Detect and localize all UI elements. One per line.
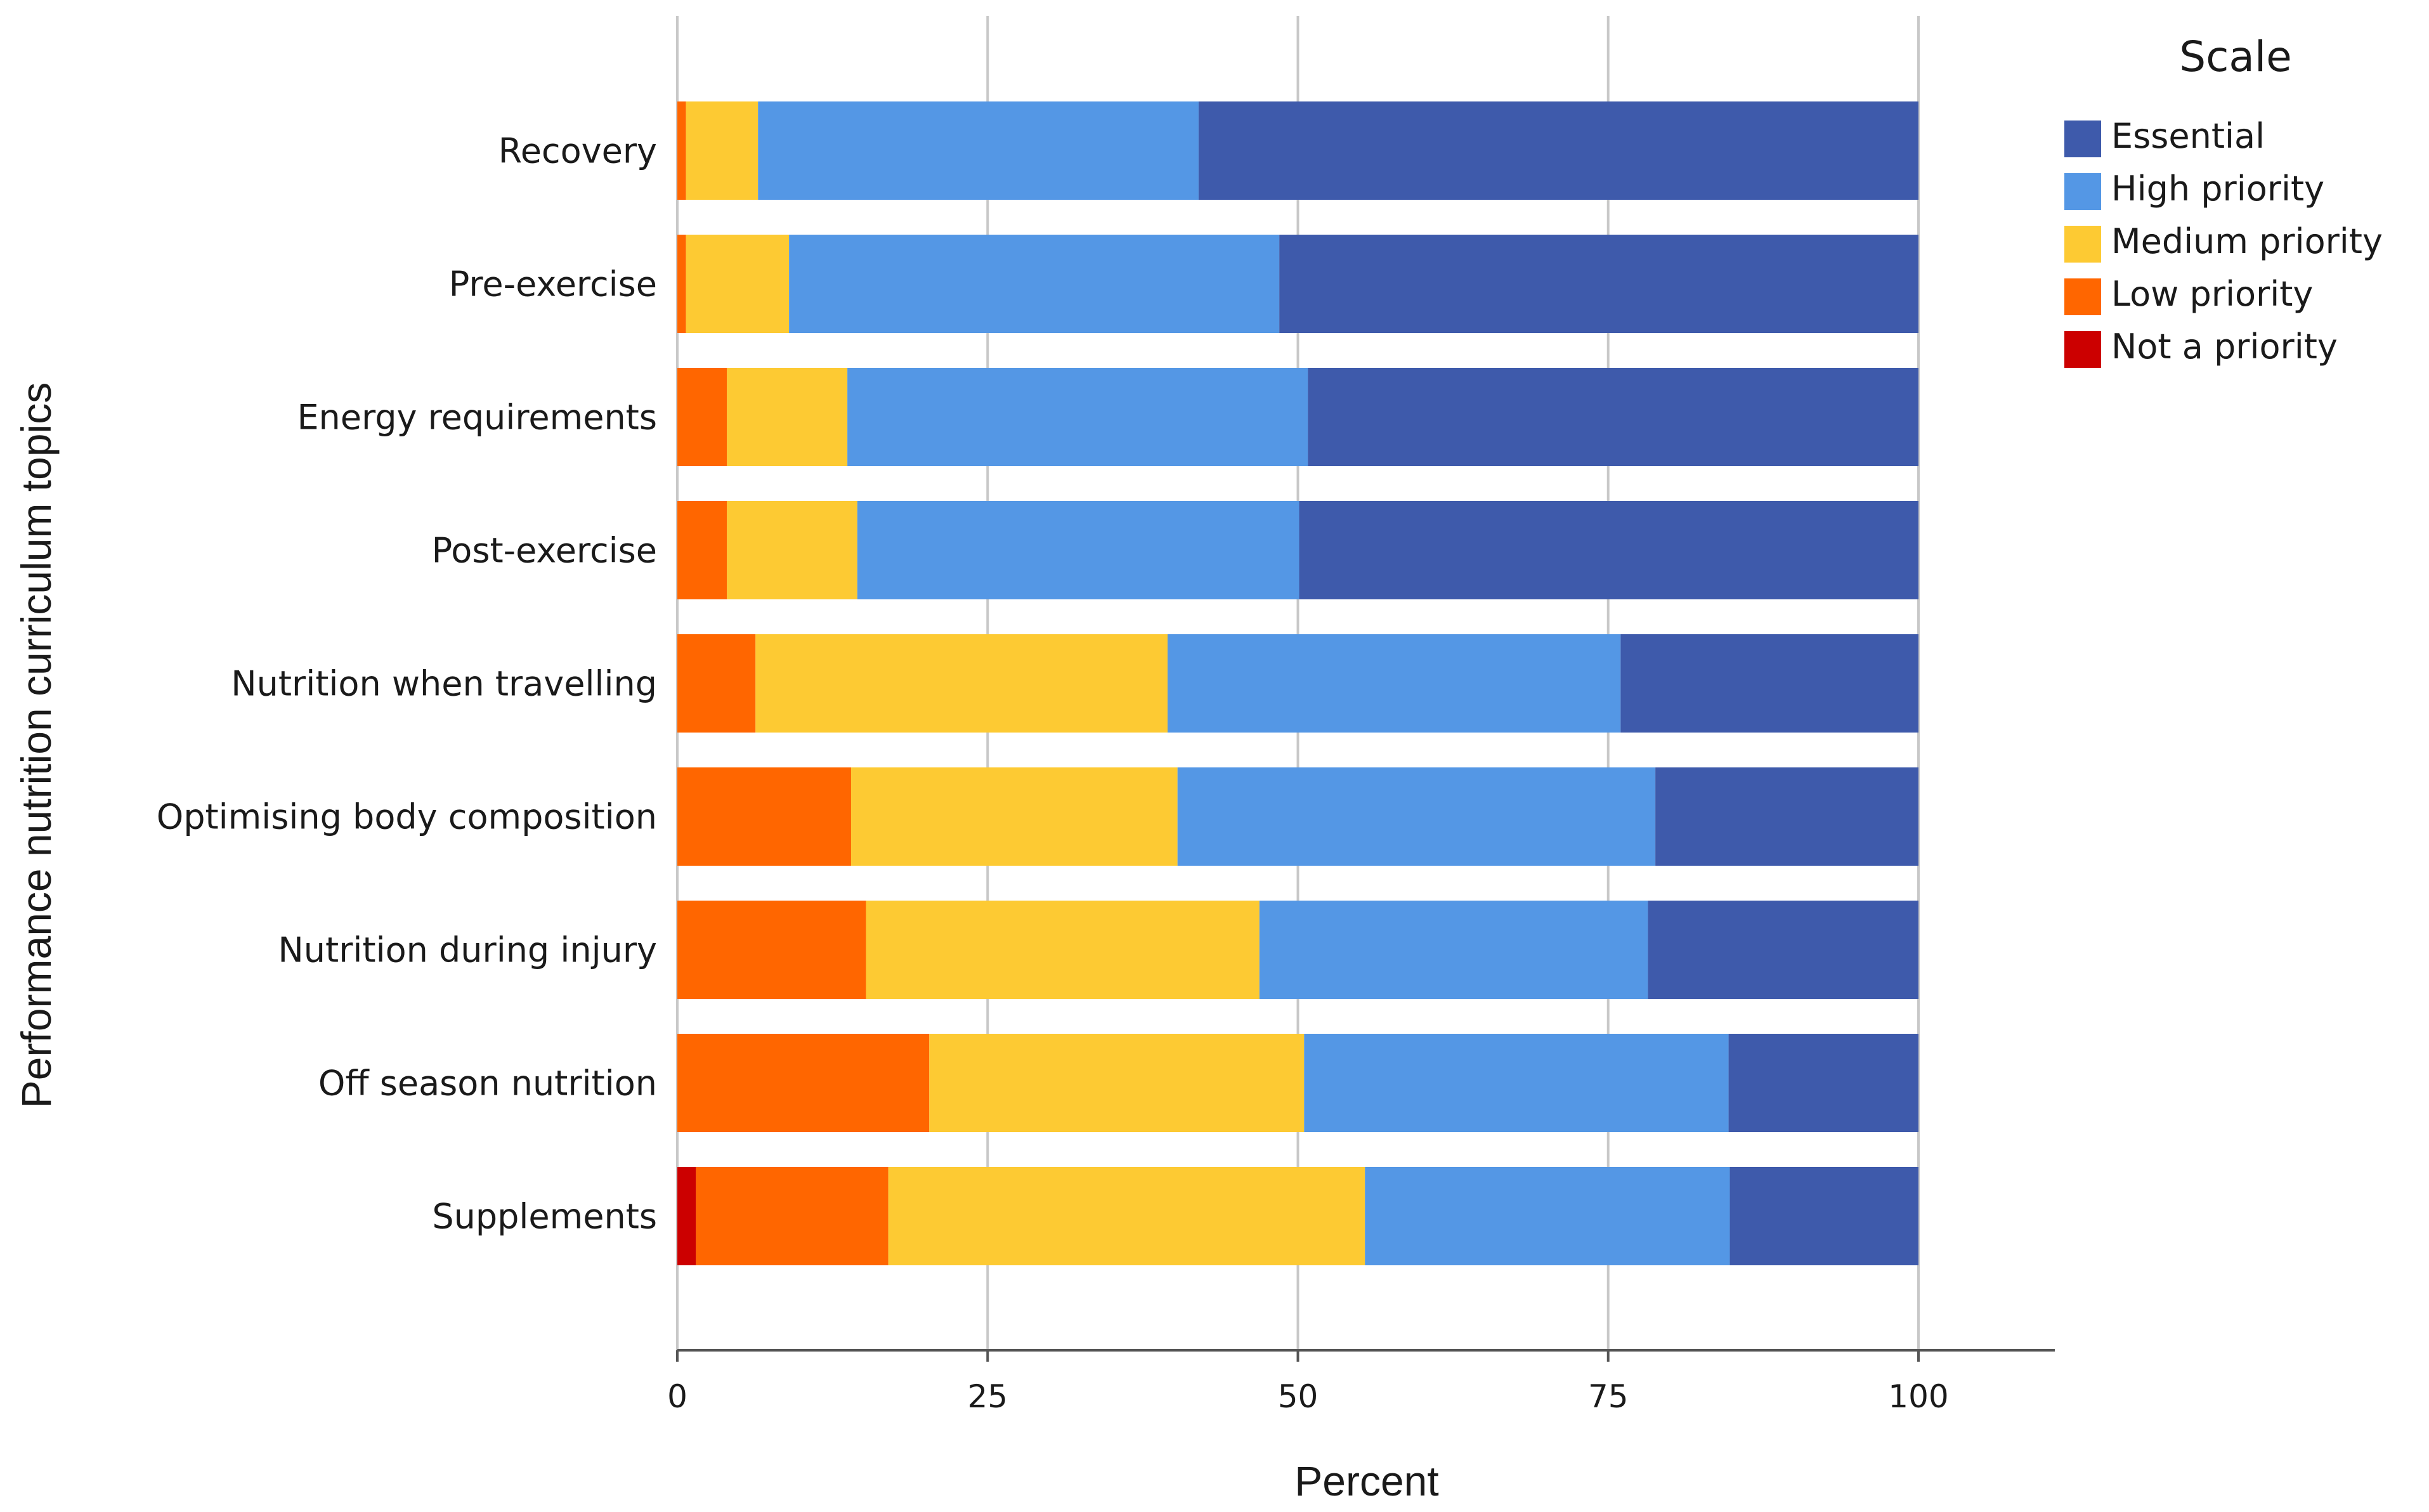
category-label: Off season nutrition (318, 1064, 657, 1104)
legend-label: High priority (2111, 169, 2324, 209)
category-label: Supplements (432, 1197, 657, 1237)
bar-segment (789, 235, 1280, 333)
bar-segment (888, 1167, 1365, 1265)
bar-segment (1304, 1034, 1729, 1132)
bar-segment (929, 1034, 1305, 1132)
legend-swatch (2064, 278, 2101, 315)
x-tick-label: 50 (1278, 1378, 1319, 1415)
bars (677, 101, 1918, 1265)
legend-swatch (2064, 173, 2101, 210)
bar-segment (686, 101, 759, 200)
bar-segment (677, 767, 851, 866)
category-label: Post-exercise (432, 531, 657, 571)
bar-segment (850, 767, 1178, 866)
legend-label: Essential (2111, 116, 2265, 156)
bar-segment (686, 235, 790, 333)
category-label: Nutrition when travelling (231, 664, 657, 704)
bar-segment (1620, 634, 1918, 733)
bar-segment (696, 1167, 889, 1265)
bar-segment (1259, 901, 1648, 999)
bar-segment (677, 901, 866, 999)
bar-segment (1299, 501, 1918, 599)
bar-segment (677, 1167, 696, 1265)
x-axis-title: Percent (1294, 1457, 1438, 1504)
bar-segment (677, 1034, 930, 1132)
bar-segment (857, 501, 1299, 599)
bar-segment (755, 634, 1168, 733)
bar-segment (1729, 1167, 1918, 1265)
x-tick-labels: 0 25 50 75 100 (667, 1350, 1949, 1415)
bar-segment (677, 235, 686, 333)
bar-segment (1728, 1034, 1918, 1132)
category-label: Recovery (498, 131, 657, 171)
category-label: Pre-exercise (449, 264, 657, 304)
legend-title: Scale (2179, 32, 2292, 81)
bar-segment (866, 901, 1260, 999)
bar-segment (1655, 767, 1918, 866)
bar-segment (677, 501, 727, 599)
legend-swatch (2064, 121, 2101, 157)
x-tick-label: 75 (1588, 1378, 1629, 1415)
legend: Scale Essential High priority Medium prior… (2064, 32, 2383, 368)
bar-segment (847, 368, 1308, 466)
bar-segment (1648, 901, 1918, 999)
bar-segment (727, 368, 848, 466)
bar-segment (677, 634, 756, 733)
legend-label: Low priority (2111, 274, 2313, 314)
bar-segment (1177, 767, 1656, 866)
x-tick-label: 0 (667, 1378, 687, 1415)
bar-segment (1279, 235, 1918, 333)
x-tick-label: 25 (967, 1378, 1008, 1415)
y-axis-title: Performance nutrition curriculum topics (13, 382, 60, 1108)
legend-swatch (2064, 226, 2101, 263)
bar-segment (1198, 101, 1918, 200)
bar-segment (677, 101, 686, 200)
bar-segment (1168, 634, 1621, 733)
category-label: Energy requirements (297, 398, 657, 438)
legend-label: Medium priority (2111, 221, 2383, 261)
bar-segment (758, 101, 1199, 200)
category-label: Nutrition during injury (278, 930, 657, 970)
bar-segment (1365, 1167, 1730, 1265)
category-labels: Recovery Pre-exercise Energy requirements P… (157, 131, 657, 1237)
legend-label: Not a priority (2111, 327, 2338, 367)
x-tick-label: 100 (1888, 1378, 1948, 1415)
bar-segment (1308, 368, 1918, 466)
category-label: Optimising body composition (157, 797, 657, 837)
legend-swatch (2064, 331, 2101, 368)
bar-segment (677, 368, 727, 466)
bar-segment (727, 501, 857, 599)
